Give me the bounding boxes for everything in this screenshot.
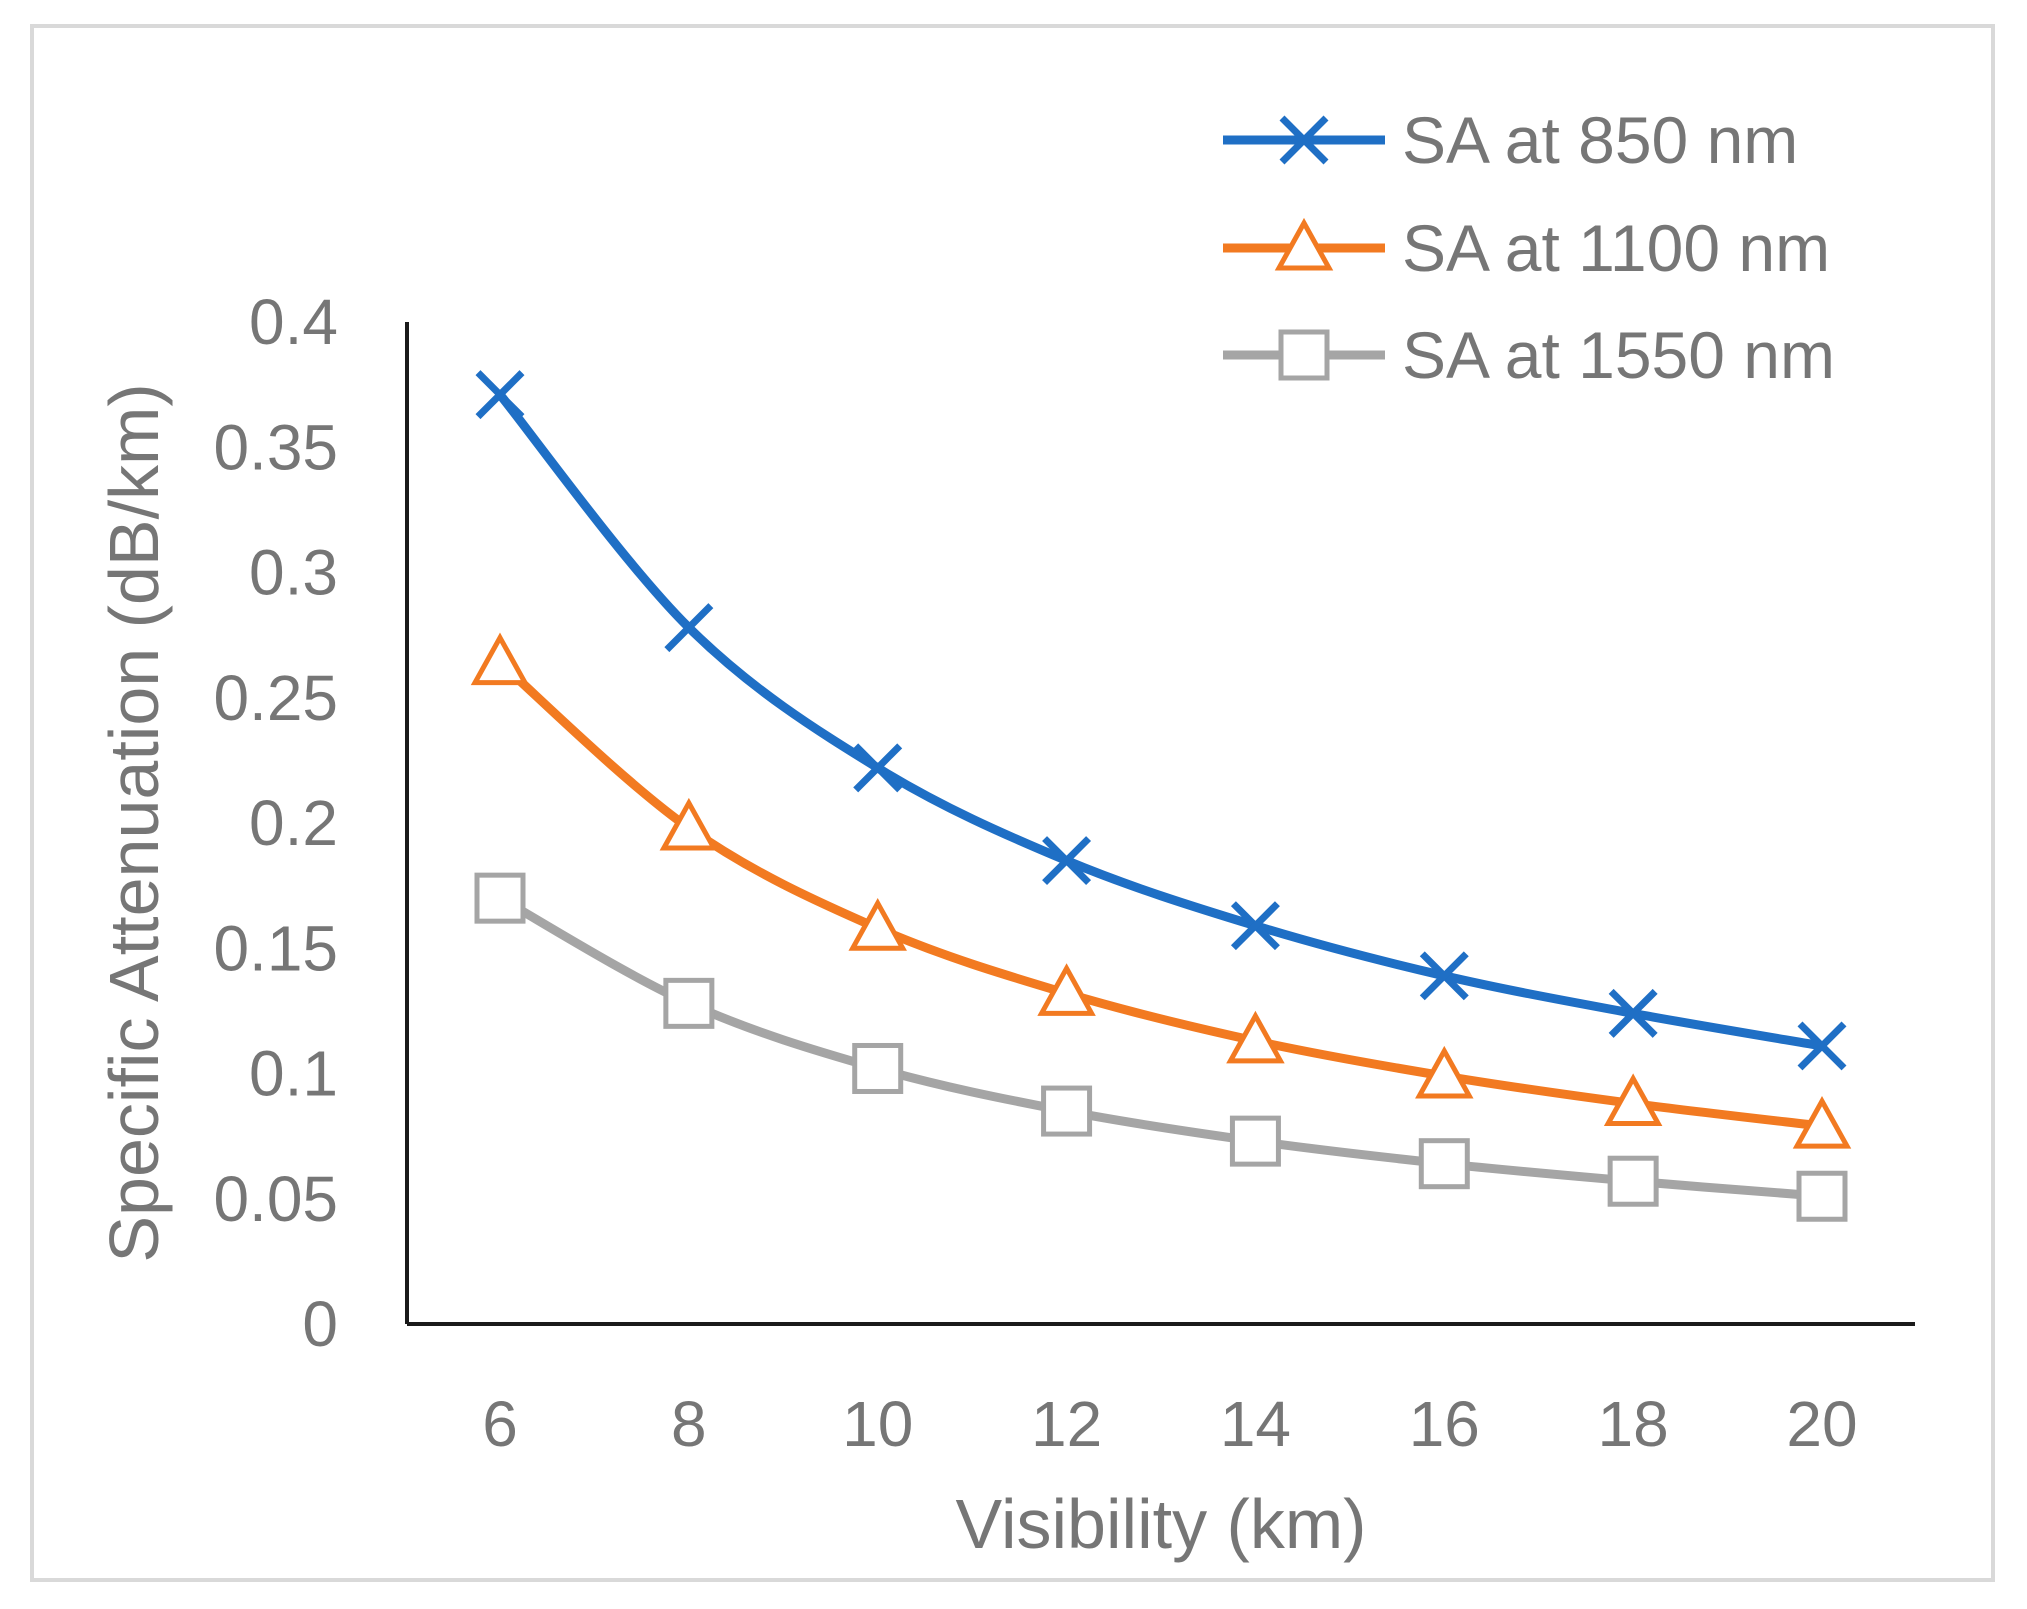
x-tick-label: 20 [1786, 1388, 1857, 1460]
data-point [1226, 1010, 1285, 1064]
y-tick-label: 0 [302, 1288, 338, 1360]
data-point [1041, 1085, 1093, 1137]
y-tick-label: 0.3 [249, 537, 338, 609]
series-1 [475, 370, 1847, 1071]
data-point [1419, 951, 1469, 1001]
data-point [1608, 988, 1658, 1038]
x-tick-label: 10 [842, 1388, 913, 1460]
legend-marker [1274, 217, 1334, 271]
data-point [1037, 963, 1096, 1016]
y-tick-label: 0.15 [213, 912, 338, 984]
x-tick-label: 8 [671, 1388, 707, 1460]
series-layer [470, 370, 1852, 1222]
legend-label: SA at 850 nm [1402, 103, 1798, 177]
data-point [1415, 1045, 1474, 1099]
x-tick-label: 14 [1220, 1388, 1291, 1460]
data-point [848, 898, 907, 951]
data-point [1042, 836, 1092, 886]
x-tick-label: 6 [482, 1388, 518, 1460]
data-point [663, 977, 715, 1029]
legend-item: SA at 1100 nm [1223, 211, 1830, 285]
series-2 [470, 632, 1852, 1149]
legend-marker [1279, 115, 1329, 165]
data-point [853, 743, 903, 793]
data-point [659, 797, 719, 851]
y-tick-label: 0.05 [213, 1163, 338, 1235]
y-tick-label: 0.4 [249, 286, 338, 358]
data-point [474, 872, 526, 924]
data-point [852, 1042, 904, 1094]
data-point [1418, 1138, 1470, 1190]
data-point [664, 603, 714, 653]
data-point [1230, 901, 1280, 951]
data-point [1607, 1155, 1659, 1207]
x-tick-label: 16 [1409, 1388, 1480, 1460]
series-line [495, 390, 1827, 1051]
data-point [475, 370, 525, 420]
series-3 [474, 872, 1848, 1222]
legend-label: SA at 1550 nm [1402, 318, 1835, 392]
data-point [1603, 1073, 1663, 1127]
legend-item: SA at 850 nm [1223, 103, 1798, 177]
data-point [1229, 1115, 1281, 1167]
x-tick-label: 12 [1031, 1388, 1102, 1460]
legend: SA at 850 nm SA at 1100 nm SA at 1550 nm [1223, 103, 1835, 392]
x-axis-title: Visibility (km) [956, 1485, 1367, 1563]
y-tick-label: 0.35 [213, 411, 338, 483]
data-point [470, 632, 530, 686]
data-point [1792, 1095, 1852, 1149]
y-tick-label: 0.1 [249, 1038, 338, 1110]
legend-marker [1278, 329, 1330, 381]
y-axis-title: Specific Attenuation (dB/km) [95, 383, 173, 1262]
y-axis-ticks: 0 0.05 0.1 0.15 0.2 0.25 0.3 0.35 0.4 [213, 286, 338, 1360]
y-tick-label: 0.25 [213, 662, 338, 734]
legend-item: SA at 1550 nm [1223, 318, 1835, 392]
data-point [1797, 1021, 1847, 1071]
x-tick-label: 18 [1598, 1388, 1669, 1460]
data-point [1796, 1170, 1848, 1222]
series-line [495, 893, 1827, 1201]
y-tick-label: 0.2 [249, 787, 338, 859]
x-axis-ticks: 6 8 10 12 14 16 18 20 [482, 1388, 1857, 1460]
legend-label: SA at 1100 nm [1402, 211, 1830, 285]
